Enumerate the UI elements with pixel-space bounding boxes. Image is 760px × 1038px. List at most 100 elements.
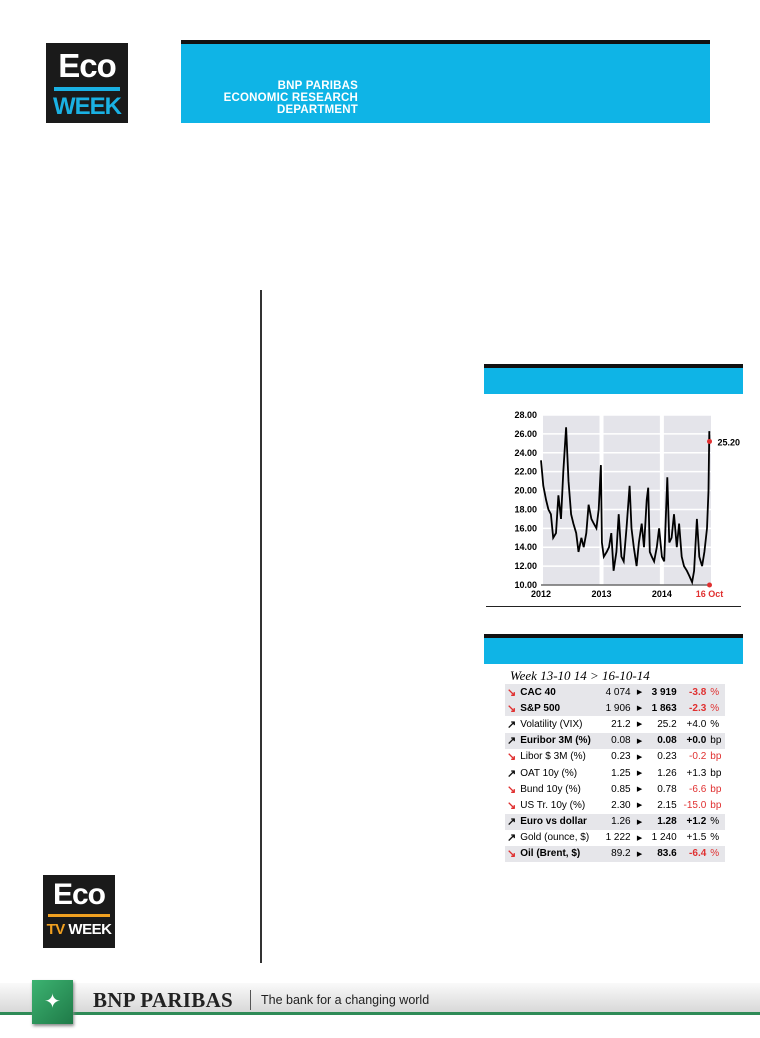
value-from: 0.23 bbox=[611, 751, 631, 763]
market-name: S&P 500 bbox=[518, 700, 601, 717]
change-unit: % bbox=[708, 700, 725, 717]
tv-logo-tv: TV bbox=[46, 921, 66, 938]
triangle-right-icon: ▶ bbox=[632, 732, 647, 749]
market-name: Volatility (VIX) bbox=[520, 718, 583, 730]
change-value: -6.4 bbox=[678, 845, 709, 863]
arrow-down-right-icon: ↘ bbox=[505, 845, 519, 863]
market-row: ↗ Euro vs dollar 1.26 ▶ 1.28 +1.2% bbox=[505, 813, 725, 830]
value-from: 21.2 bbox=[611, 718, 631, 730]
department-name: BNP PARIBAS ECONOMIC RESEARCH DEPARTMENT bbox=[221, 80, 358, 116]
bnp-stars-logo-icon: ✦ bbox=[32, 980, 73, 1024]
y-tick-label: 16.00 bbox=[514, 523, 537, 533]
market-name: Oil (Brent, $) bbox=[518, 845, 601, 863]
y-tick-label: 14.00 bbox=[514, 542, 537, 552]
tv-logo-eco: Eco bbox=[52, 878, 106, 911]
value-from: 89.2 bbox=[600, 845, 633, 863]
y-tick-label: 24.00 bbox=[514, 448, 537, 458]
market-name: Euro vs dollar bbox=[518, 813, 601, 830]
tv-logo-divider bbox=[48, 914, 110, 917]
footer-separator bbox=[250, 990, 251, 1010]
market-name: Libor $ 3M (%) bbox=[520, 751, 586, 763]
logo-eco: Eco bbox=[58, 47, 117, 84]
value-to: 1.26 bbox=[657, 767, 677, 779]
triangle-right-icon: ▶ bbox=[636, 770, 643, 778]
y-tick-label: 20.00 bbox=[514, 486, 537, 496]
market-row: ↗ OAT 10y (%) 1.25 ▶ 1.26 +1.3 bp bbox=[505, 765, 725, 781]
change-value: +1.3 bbox=[686, 767, 707, 779]
arrow-up-right-icon: ↗ bbox=[507, 767, 517, 780]
triangle-right-icon: ▶ bbox=[632, 813, 647, 830]
arrow-up-right-icon: ↗ bbox=[505, 813, 519, 830]
market-row: ↘ S&P 500 1 906 ▶ 1 863 -2.3% bbox=[505, 700, 725, 717]
markets-header-bar bbox=[484, 634, 743, 664]
y-tick-label: 22.00 bbox=[514, 467, 537, 477]
footer-brand: BNP PARIBAS bbox=[93, 988, 234, 1012]
arrow-down-right-icon: ↘ bbox=[507, 799, 517, 812]
change-value: +4.0 bbox=[686, 718, 707, 730]
banner-line: BNP PARIBAS bbox=[277, 80, 359, 92]
y-tick-label: 12.00 bbox=[514, 561, 537, 571]
change-value: -3.8 bbox=[678, 684, 709, 701]
eco-tv-week-logo[interactable]: Eco TV WEEK bbox=[43, 875, 115, 948]
change-unit: % bbox=[708, 813, 725, 830]
x-tick-label: 2014 bbox=[652, 589, 672, 599]
chart-bottom-rule bbox=[486, 606, 741, 607]
change-unit: % bbox=[708, 845, 725, 863]
market-name: CAC 40 bbox=[518, 684, 601, 701]
change-unit: bp bbox=[708, 732, 725, 749]
change-value: +1.2 bbox=[678, 813, 709, 830]
arrow-down-right-icon: ↘ bbox=[505, 700, 519, 717]
value-from: 1 222 bbox=[605, 832, 631, 844]
change-unit: bp bbox=[710, 783, 722, 795]
change-unit: bp bbox=[710, 799, 722, 811]
y-tick-label: 26.00 bbox=[514, 429, 537, 439]
banner-line: DEPARTMENT bbox=[277, 104, 359, 116]
triangle-right-icon: ▶ bbox=[632, 700, 647, 717]
x-tick-label: 2013 bbox=[592, 589, 612, 599]
value-to: 0.78 bbox=[657, 783, 677, 795]
chart-header-bar bbox=[484, 364, 743, 394]
y-tick-label: 18.00 bbox=[514, 504, 537, 514]
week-range: Week 13-10 14 > 16-10-14 bbox=[510, 668, 650, 683]
column-divider bbox=[260, 290, 262, 963]
market-row: ↘ Oil (Brent, $) 89.2 ▶ 83.6 -6.4% bbox=[505, 845, 725, 863]
arrow-up-right-icon: ↗ bbox=[505, 732, 519, 749]
value-from: 4 074 bbox=[600, 684, 633, 701]
footer-band bbox=[0, 983, 760, 1015]
market-row: ↗ Gold (ounce, $) 1 222 ▶ 1 240 +1.5% bbox=[505, 830, 725, 846]
change-unit: bp bbox=[710, 751, 722, 763]
value-to: 1 240 bbox=[651, 832, 677, 844]
change-value: -0.2 bbox=[689, 751, 707, 763]
value-to: 0.23 bbox=[657, 751, 677, 763]
value-from: 1.26 bbox=[600, 813, 633, 830]
change-value: -6.6 bbox=[689, 783, 707, 795]
vix-chart: 10.00 12.00 14.00 16.00 18.00 20.00 22.00 24.00… bbox=[514, 410, 741, 599]
end-date-marker bbox=[707, 582, 713, 588]
triangle-right-icon: ▶ bbox=[632, 684, 647, 701]
last-value-marker bbox=[707, 438, 713, 444]
y-tick-label: 10.00 bbox=[514, 580, 537, 590]
logo-week: WEEK bbox=[53, 93, 122, 120]
last-value-label: 25.20 bbox=[718, 437, 741, 447]
tv-logo-week: WEEK bbox=[68, 921, 112, 938]
vix-series-line bbox=[540, 427, 711, 586]
value-to: 3 919 bbox=[646, 684, 679, 701]
end-date-label: 16 Oct bbox=[696, 589, 724, 599]
market-row: ↘ Bund 10y (%) 0.85 ▶ 0.78 -6.6 bp bbox=[505, 781, 725, 797]
arrow-up-right-icon: ↗ bbox=[507, 832, 517, 845]
markets-table: ↘ CAC 40 4 074 ▶ 3 919 -3.8% ↘ S&P 500 1 906 ▶ 1 8… bbox=[505, 684, 725, 863]
value-from: 1 906 bbox=[600, 700, 633, 717]
header-banner: BNP PARIBAS ECONOMIC RESEARCH DEPARTMENT bbox=[181, 40, 710, 123]
change-unit: % bbox=[710, 832, 720, 844]
triangle-right-icon: ▶ bbox=[632, 845, 647, 863]
change-value: -2.3 bbox=[678, 700, 709, 717]
logo-divider bbox=[54, 87, 120, 91]
value-to: 1 863 bbox=[646, 700, 679, 717]
x-tick-label: 2012 bbox=[531, 589, 551, 599]
arrow-down-right-icon: ↘ bbox=[505, 684, 519, 701]
market-name: Gold (ounce, $) bbox=[520, 832, 590, 844]
value-from: 1.25 bbox=[611, 767, 631, 779]
change-unit: % bbox=[710, 718, 720, 730]
value-from: 0.08 bbox=[600, 732, 633, 749]
change-value: +0.0 bbox=[678, 732, 709, 749]
